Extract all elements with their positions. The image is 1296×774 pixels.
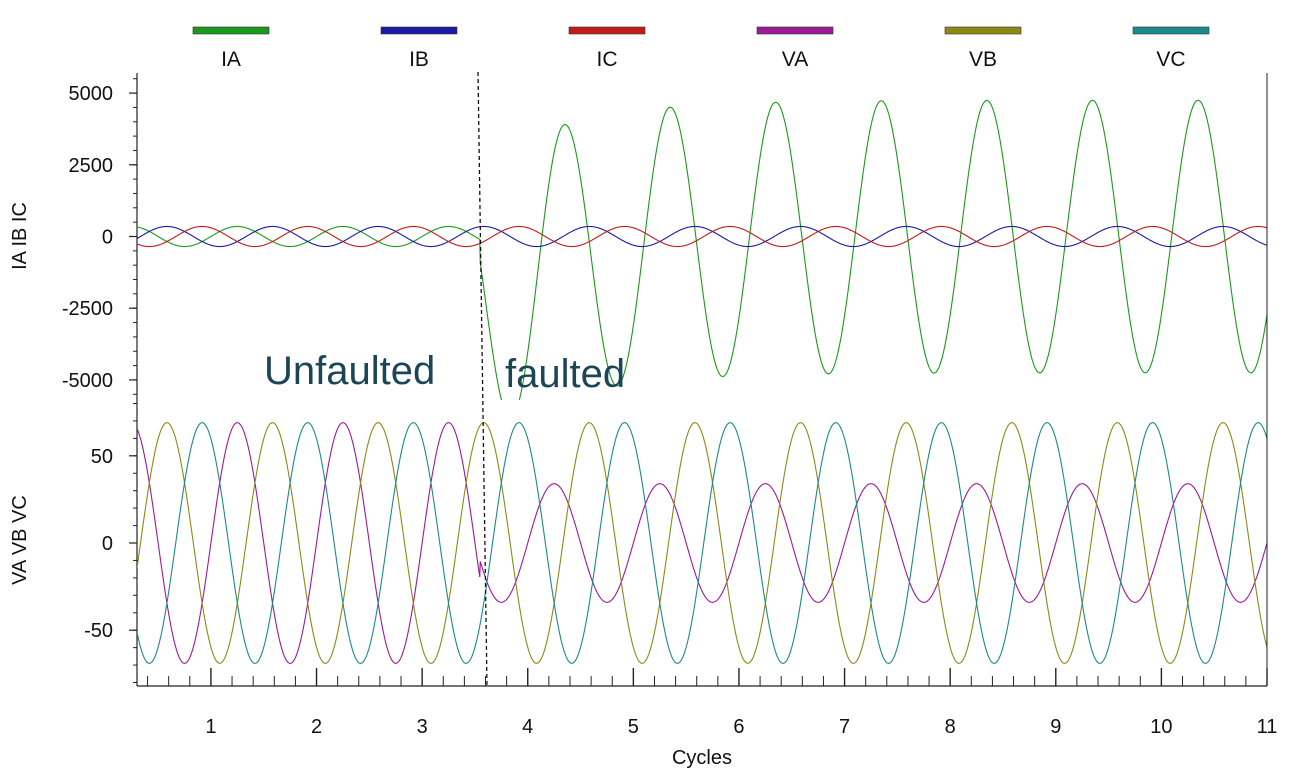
y-tick-label: -5000 (62, 370, 113, 392)
y-axis-label-1: VA VB VC (9, 495, 31, 585)
y-tick-label: 5000 (69, 83, 114, 105)
legend-swatch-ib (380, 26, 458, 35)
voltage-panel: 50 0 -50 VA VB VC (9, 400, 1267, 686)
legend-label-ic: IC (597, 48, 618, 71)
x-tick-label: 2 (311, 716, 322, 738)
y-tick-label: 50 (91, 446, 113, 468)
series-line-vc (137, 422, 1267, 664)
x-tick-label: 1 (205, 716, 216, 738)
x-tick-label: 3 (417, 716, 428, 738)
series-line-vb (137, 422, 1267, 664)
y-tick-label: 0 (102, 533, 113, 555)
series-line-ic (137, 225, 1267, 248)
y-axis-label-0: IA IB IC (9, 202, 31, 270)
legend-swatch-vc (1132, 26, 1210, 35)
y-tick-label: -2500 (62, 298, 113, 320)
legend-label-va: VA (782, 48, 808, 71)
series-line-va (137, 422, 1267, 664)
legend-label-ia: IA (221, 48, 241, 71)
y-tick-label: 0 (102, 227, 113, 249)
legend-swatch-ic (568, 26, 646, 35)
legend-label-ib: IB (409, 48, 429, 71)
annotation-unfaulted: Unfaulted (264, 349, 435, 393)
x-tick-label: 6 (733, 716, 744, 738)
series-line-ib (137, 225, 1267, 248)
x-tick-label: 11 (1257, 716, 1278, 738)
x-axis-label: Cycles (672, 747, 732, 769)
y-tick-label: -50 (84, 620, 113, 642)
legend-swatch-vb (944, 26, 1022, 35)
legend-label-vc: VC (1156, 48, 1185, 71)
legend-swatch-ia (192, 26, 270, 35)
x-tick-label: 5 (628, 716, 639, 738)
x-tick-label: 10 (1150, 716, 1172, 738)
annotations: Unfaulted faulted (264, 71, 625, 687)
x-tick-label: 7 (839, 716, 850, 738)
x-axis: 1 2 3 4 5 6 7 8 9 10 11 Cycles (137, 73, 1277, 769)
current-panel: 5000 2500 0 -2500 -5000 IA IB IC (9, 73, 1267, 400)
x-tick-label: 4 (522, 716, 533, 738)
x-tick-label: 9 (1050, 716, 1061, 738)
y-tick-label: 2500 (69, 155, 114, 177)
legend-swatch-va (756, 26, 834, 35)
annotation-faulted: faulted (505, 352, 625, 396)
legend: IA IB IC VA VB VC (192, 26, 1210, 71)
x-tick-label: 8 (945, 716, 956, 738)
fault-divider-line (477, 71, 488, 687)
legend-label-vb: VB (969, 48, 997, 71)
